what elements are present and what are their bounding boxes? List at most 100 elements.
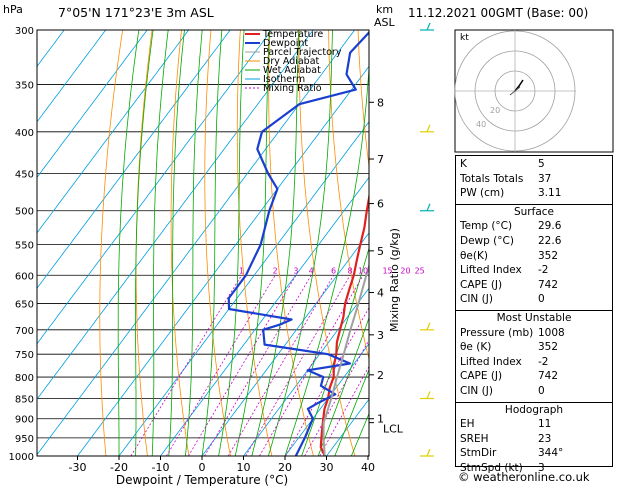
- index-key: Pressure (mb): [460, 326, 534, 339]
- x-axis-title: Dewpoint / Temperature (°C): [116, 473, 288, 486]
- km-tick-label: 2: [377, 369, 384, 382]
- index-row: Pressure (mb) 1008: [460, 327, 608, 341]
- wet-adiabat-line: [135, 30, 154, 456]
- sounding-traces: [227, 30, 369, 456]
- wet-adiabat-line: [117, 30, 140, 456]
- legend-label: Dewpoint: [263, 38, 308, 49]
- index-key: CIN (J): [460, 293, 493, 306]
- pressure-tick-label: 500: [15, 207, 34, 218]
- wind-barb-flag: [426, 322, 431, 331]
- index-row: CAPE (J) 742: [460, 370, 608, 384]
- index-section-title: Surface: [513, 205, 554, 218]
- pressure-tick-label: 900: [15, 415, 34, 426]
- index-value: 352: [538, 249, 559, 262]
- hodograph-ring-label: 40: [476, 120, 486, 129]
- pressure-tick-label: 600: [15, 271, 34, 282]
- pressure-tick-label: 650: [15, 300, 34, 311]
- legend-label: Wet Adiabat: [263, 65, 321, 76]
- temp-tick-label: -20: [110, 461, 128, 474]
- index-row: EH 11: [460, 418, 608, 432]
- index-row: StmSpd (kt) 3: [460, 462, 608, 476]
- hodograph-trace: [514, 79, 524, 92]
- isotherm-line: [77, 65, 369, 456]
- mixing-ratio-label: 10: [358, 266, 368, 275]
- index-separator: [456, 401, 612, 403]
- dry-adiabat-line: [99, 30, 124, 456]
- km-tick-label: 3: [377, 329, 384, 342]
- dry-adiabat-line: [170, 30, 190, 456]
- mixing-ratio-line: [188, 275, 297, 456]
- index-value: 23: [538, 432, 552, 445]
- index-key: θe(K): [460, 249, 488, 262]
- wind-barbs: [420, 22, 434, 457]
- wet-adiabat-line: [251, 30, 299, 456]
- wet-adiabat-line: [284, 61, 369, 456]
- hodograph-ring-label: 20: [490, 106, 500, 115]
- index-value: 3.11: [538, 187, 562, 200]
- storm-motion-marker: [509, 86, 521, 96]
- wind-barb-flag: [426, 203, 431, 211]
- index-key: Totals Totals: [460, 172, 524, 185]
- index-row: Totals Totals 37: [460, 173, 608, 187]
- index-value: 742: [538, 370, 559, 383]
- mixing-ratio-label: 25: [415, 266, 425, 275]
- index-key: CAPE (J): [460, 278, 503, 291]
- isotherm-line: [160, 176, 369, 456]
- index-value: -2: [538, 264, 549, 277]
- temp-tick-label: 0: [199, 461, 206, 474]
- mixing-ratio-label: 20: [400, 266, 410, 275]
- index-value: 37: [538, 172, 552, 185]
- axes: 3003504004505005506006507007508008509009…: [9, 26, 404, 486]
- mixing-ratio-label: 15: [382, 266, 392, 275]
- temperature-trace: [319, 192, 369, 456]
- isotherm-line: [326, 398, 369, 456]
- km-tick-label: 8: [377, 96, 384, 109]
- isotherm-line: [37, 30, 356, 456]
- pressure-tick-label: 950: [15, 434, 34, 445]
- hodograph: kt 20 40: [454, 29, 614, 153]
- index-key: CIN (J): [460, 385, 493, 397]
- index-key: StmDir: [460, 447, 497, 460]
- wet-adiabat-line: [151, 30, 169, 456]
- index-key: Dewp (°C): [460, 235, 514, 247]
- dry-adiabat-line: [298, 30, 356, 456]
- pressure-tick-label: 300: [15, 26, 34, 37]
- pressure-tick-label: 700: [15, 326, 34, 337]
- index-row: SREH 23: [460, 433, 608, 447]
- wet-adiabat-line: [334, 368, 369, 456]
- dry-adiabat-line: [357, 30, 369, 170]
- copyright-footer: © weatheronline.co.uk: [458, 470, 590, 484]
- isotherm-line: [201, 232, 369, 456]
- mixing-ratio-line: [130, 275, 242, 456]
- temp-tick-label: 30: [320, 461, 334, 474]
- index-row: Lifted Index -2: [460, 356, 608, 370]
- mixing-ratio-label: 3: [293, 266, 298, 275]
- legend-label: Isotherm: [263, 74, 305, 85]
- index-value: 3: [538, 462, 545, 474]
- datetime-title: 11.12.2021 00GMT (Base: 00): [408, 6, 589, 20]
- asl-label: ASL: [374, 16, 395, 29]
- pressure-tick-label: 450: [15, 169, 34, 180]
- index-key: CAPE (J): [460, 370, 503, 383]
- mixing-ratio-line: [245, 275, 351, 456]
- dry-adiabat-line: [623, 30, 629, 456]
- index-key: SREH: [460, 432, 489, 445]
- wet-adiabat-line: [317, 316, 369, 456]
- mixing-ratio-line: [166, 275, 276, 456]
- location-title: 7°05'N 171°23'E 3m ASL: [58, 5, 214, 20]
- pressure-tick-label: 1000: [9, 452, 34, 463]
- km-tick-label: 7: [377, 153, 384, 166]
- temp-tick-label: -10: [152, 461, 170, 474]
- mixing-ratio-axis-title: Mixing Ratio (g/kg): [388, 228, 401, 332]
- index-value: 742: [538, 278, 559, 291]
- index-section-title: Most Unstable: [496, 312, 572, 324]
- index-row: CIN (J) 0: [460, 293, 608, 307]
- pressure-tick-label: 750: [15, 350, 34, 361]
- isotherm-line: [37, 30, 231, 289]
- isotherm-line: [37, 30, 314, 400]
- mixing-ratio-line: [285, 306, 369, 456]
- legend-label: Mixing Ratio: [263, 83, 322, 94]
- km-tick-label: 5: [377, 245, 384, 258]
